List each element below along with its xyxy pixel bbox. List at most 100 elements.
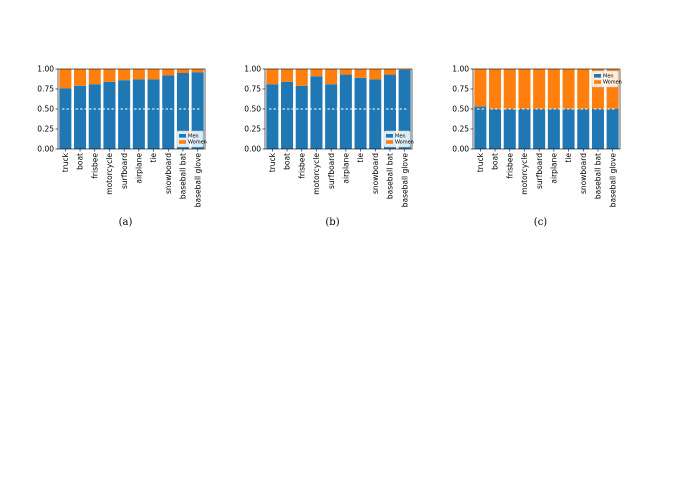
bar-men-surfboard — [533, 109, 546, 149]
bar-men-frisbee — [503, 109, 516, 149]
y-tick-label: 0.00 — [244, 145, 261, 154]
x-tick-label: baseball bat — [179, 153, 188, 199]
x-tick-label: frisbee — [90, 153, 99, 179]
x-tick-label: snowboard — [371, 153, 380, 194]
panels-group: truck boat frisbee motorcycle surfboard airpl… — [37, 65, 622, 228]
bar-men-truck — [474, 106, 487, 149]
x-tick-label: snowboard — [164, 153, 173, 194]
x-tick-label: motorcycle — [520, 153, 529, 195]
panel-caption: (a) — [119, 217, 133, 228]
legend-swatch-men — [386, 134, 393, 138]
y-tick-label: 0.00 — [37, 145, 54, 154]
bar-women-motorcycle — [518, 69, 531, 109]
x-tick-label: motorcycle — [312, 153, 321, 195]
bar-women-baseball-bat — [383, 69, 396, 75]
bar-women-frisbee — [88, 69, 101, 85]
bar-women-boat — [281, 69, 294, 82]
bar-men-surfboard — [325, 84, 338, 149]
y-tick-label: 0.75 — [452, 85, 469, 94]
bar-women-airplane — [132, 69, 145, 80]
legend-label-women: Women — [395, 140, 414, 146]
x-tick-label: surfboard — [120, 153, 129, 189]
y-tick-label: 0.50 — [244, 105, 261, 114]
bar-men-tie — [354, 77, 367, 149]
bar-women-surfboard — [533, 69, 546, 109]
legend-label-women: Women — [603, 80, 622, 86]
bar-men-boat — [74, 85, 87, 149]
y-tick-label: 0.25 — [244, 125, 261, 134]
bar-men-baseball-bat — [176, 73, 189, 149]
x-tick-label: frisbee — [297, 153, 306, 179]
bar-men-truck — [266, 84, 279, 149]
x-tick-label: surfboard — [327, 153, 336, 189]
bar-men-tie — [147, 79, 160, 149]
bar-women-frisbee — [295, 69, 308, 86]
panel-caption: (c) — [534, 217, 548, 228]
legend-label-men: Men — [603, 73, 614, 79]
x-tick-label: baseball glove — [193, 153, 202, 208]
chart-panel-2: truck boat frisbee motorcycle surfboard airpl… — [244, 65, 414, 228]
panel-caption: (b) — [325, 217, 339, 228]
x-tick-label: motorcycle — [105, 153, 114, 195]
bar-women-motorcycle — [103, 69, 116, 82]
y-tick-label: 0.50 — [452, 105, 469, 114]
bar-men-airplane — [547, 109, 560, 149]
bar-men-boat — [489, 109, 502, 149]
legend-label-men: Men — [395, 133, 406, 139]
bar-women-truck — [474, 69, 487, 107]
x-tick-label: baseball glove — [608, 153, 617, 208]
y-tick-label: 0.75 — [37, 85, 54, 94]
legend-label-women: Women — [188, 140, 207, 146]
bar-women-boat — [489, 69, 502, 109]
bar-men-baseball-bat — [591, 109, 604, 149]
x-tick-label: airplane — [549, 153, 558, 184]
legend-swatch-women — [386, 140, 393, 144]
bar-men-truck — [59, 88, 72, 149]
bar-men-frisbee — [295, 85, 308, 149]
bar-men-frisbee — [88, 84, 101, 149]
y-tick-label: 0.00 — [452, 145, 469, 154]
bar-men-motorcycle — [103, 81, 116, 149]
x-tick-label: boat — [76, 153, 85, 170]
legend-swatch-women — [179, 140, 186, 144]
bar-women-airplane — [339, 69, 352, 75]
legend-swatch-men — [594, 74, 601, 78]
y-tick-label: 0.25 — [452, 125, 469, 134]
x-tick-label: truck — [476, 152, 485, 172]
x-tick-label: snowboard — [579, 153, 588, 194]
x-tick-label: tie — [564, 153, 573, 163]
bar-women-tie — [562, 69, 575, 109]
y-tick-label: 1.00 — [452, 65, 469, 74]
x-tick-label: tie — [149, 153, 158, 163]
bar-women-snowboard — [577, 69, 590, 109]
x-tick-label: truck — [268, 152, 277, 172]
x-tick-label: baseball bat — [386, 153, 395, 199]
y-tick-label: 1.00 — [37, 65, 54, 74]
bar-men-motorcycle — [310, 76, 323, 149]
bar-men-airplane — [339, 74, 352, 149]
bar-women-baseball-glove — [398, 69, 411, 70]
bar-men-baseball-glove — [191, 72, 204, 149]
bar-women-boat — [74, 69, 87, 86]
bar-men-boat — [281, 81, 294, 149]
bar-men-baseball-glove — [606, 109, 619, 149]
bar-women-surfboard — [325, 69, 338, 85]
x-tick-label: frisbee — [505, 153, 514, 179]
x-tick-label: surfboard — [535, 153, 544, 189]
bar-women-surfboard — [118, 69, 131, 81]
bar-men-airplane — [132, 79, 145, 149]
x-tick-label: tie — [356, 153, 365, 163]
bar-women-airplane — [547, 69, 560, 109]
legend-label-men: Men — [188, 133, 199, 139]
x-tick-label: boat — [283, 153, 292, 170]
y-tick-label: 0.25 — [37, 125, 54, 134]
bar-men-tie — [562, 109, 575, 149]
bar-women-snowboard — [162, 69, 175, 76]
bar-men-snowboard — [162, 75, 175, 149]
y-tick-label: 0.75 — [244, 85, 261, 94]
chart-panel-1: truck boat frisbee motorcycle surfboard airpl… — [37, 65, 207, 228]
x-tick-label: truck — [61, 152, 70, 172]
